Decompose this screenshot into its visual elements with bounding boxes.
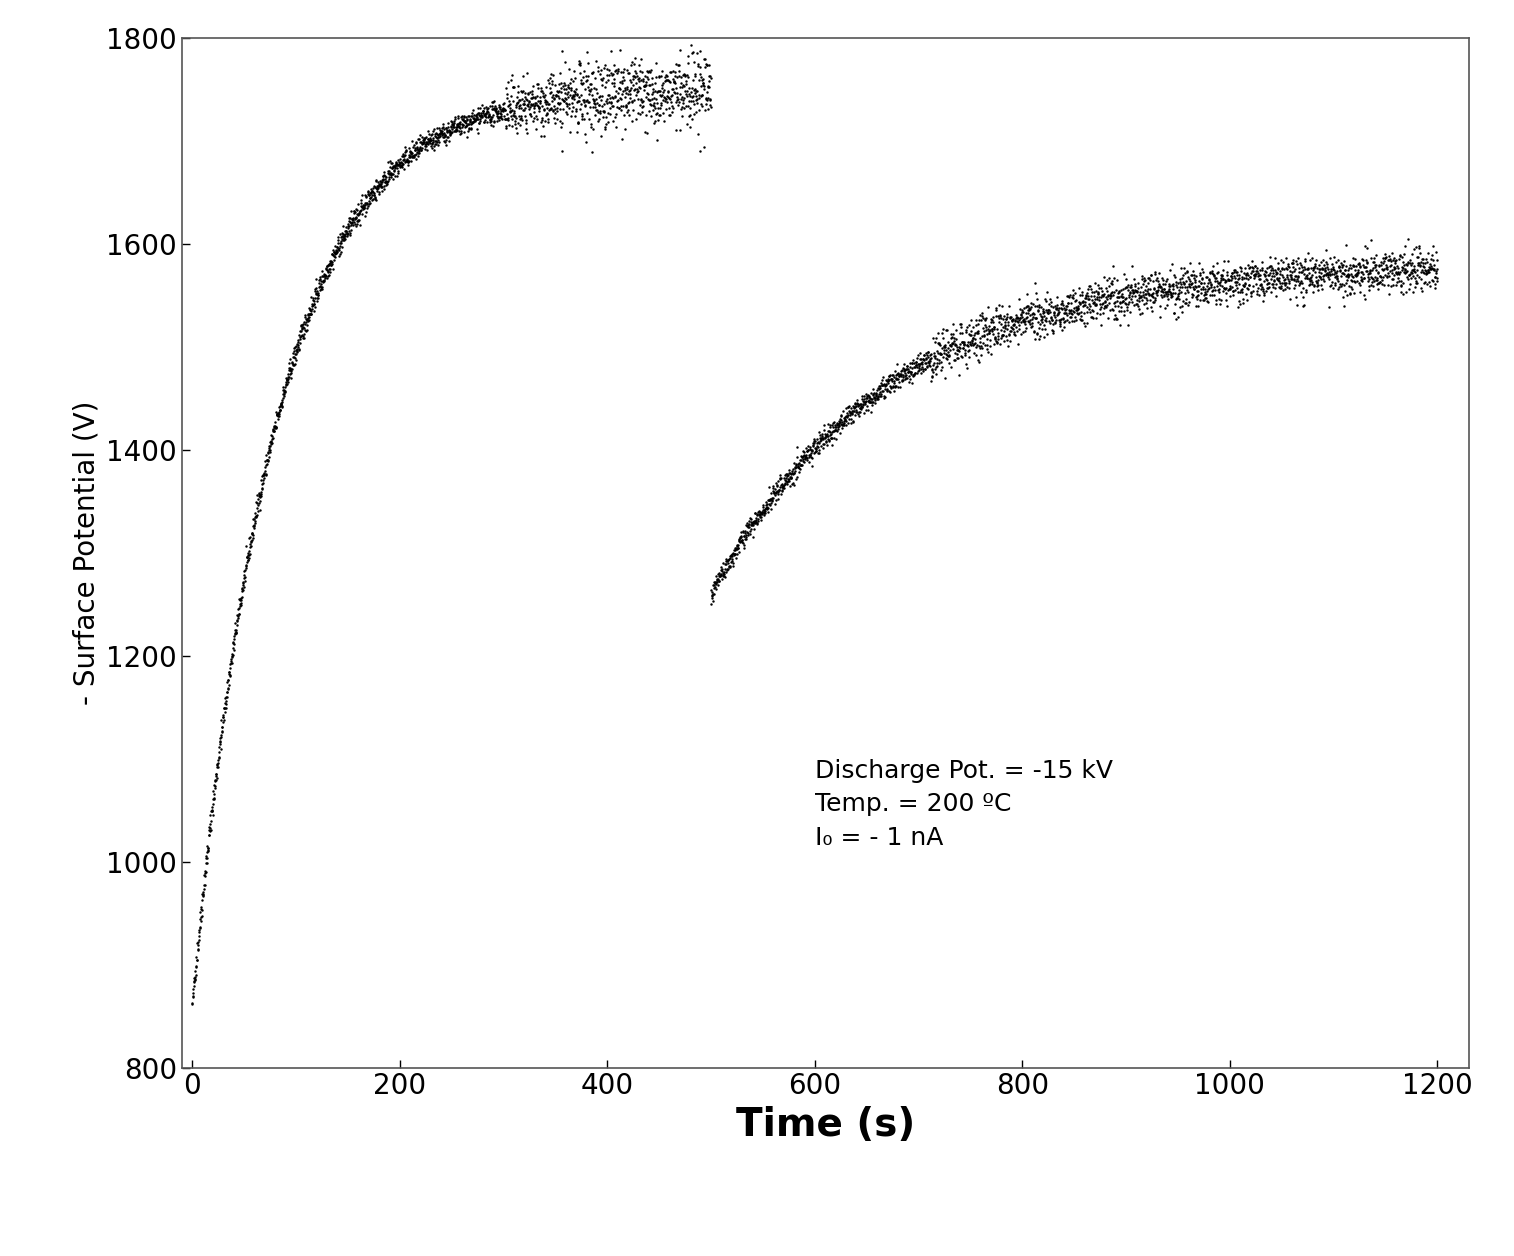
X-axis label: Time (s): Time (s) [736, 1107, 914, 1144]
Text: Discharge Pot. = -15 kV
Temp. = 200 ºC
I₀ = - 1 nA: Discharge Pot. = -15 kV Temp. = 200 ºC I… [815, 759, 1113, 849]
Y-axis label: - Surface Potential (V): - Surface Potential (V) [73, 401, 100, 705]
